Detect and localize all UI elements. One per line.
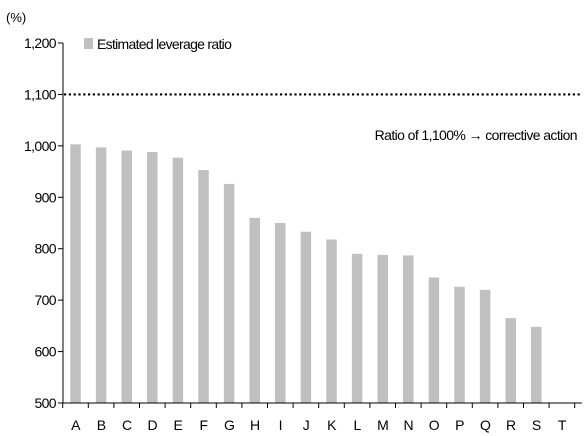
x-tick-label: S — [532, 417, 541, 433]
bar-O — [428, 277, 440, 403]
legend-label: Estimated leverage ratio — [97, 36, 232, 52]
bar-B — [95, 147, 107, 403]
bar-N — [403, 255, 414, 403]
x-tick-label: R — [506, 417, 516, 433]
x-tick-label: H — [250, 417, 260, 433]
bar-J — [300, 231, 312, 403]
y-axis-unit-label: (%) — [6, 10, 26, 25]
bar-H — [249, 217, 260, 403]
y-axis-ticks: 500 600 700 800 900 1,000 1,100 1,200 — [24, 35, 63, 411]
legend-swatch — [84, 38, 93, 49]
bar-A — [70, 144, 81, 404]
bar-D — [147, 152, 158, 403]
bar-F — [198, 170, 209, 403]
bars — [70, 144, 542, 404]
x-tick-label: O — [429, 417, 440, 433]
x-tick-label: K — [327, 417, 337, 433]
y-tick-label: 1,100 — [24, 86, 57, 102]
legend: Estimated leverage ratio — [84, 36, 233, 52]
x-tick-label: N — [404, 417, 414, 433]
x-tick-label: T — [558, 417, 567, 433]
bar-M — [377, 254, 388, 403]
bar-G — [223, 183, 235, 403]
x-tick-label: J — [303, 417, 309, 433]
y-tick-label: 1,000 — [24, 138, 57, 154]
x-tick-label: B — [97, 417, 106, 433]
x-tick-label: G — [224, 417, 234, 433]
y-tick-label: 500 — [34, 395, 56, 411]
y-tick-label: 600 — [34, 344, 56, 360]
x-tick-label: Q — [480, 417, 491, 433]
bar-Q — [479, 289, 491, 403]
y-tick-label: 800 — [34, 241, 56, 257]
bar-C — [121, 150, 132, 403]
x-tick-label: C — [122, 417, 132, 433]
bar-P — [454, 286, 465, 403]
bar-I — [275, 223, 286, 403]
x-tick-label: P — [455, 417, 464, 433]
bar-R — [505, 318, 516, 403]
bar-K — [326, 239, 337, 403]
bar-L — [351, 253, 363, 403]
x-tick-label: A — [71, 417, 81, 433]
reference-annotation: Ratio of 1,100% → corrective action — [375, 127, 577, 143]
x-tick-label: I — [279, 417, 282, 433]
y-tick-label: 1,200 — [24, 35, 57, 51]
x-tick-label: F — [200, 417, 208, 433]
y-tick-label: 700 — [34, 292, 56, 308]
x-tick-label: E — [174, 417, 183, 433]
x-tick-label: D — [148, 417, 158, 433]
bar-E — [172, 157, 184, 403]
bar-S — [531, 326, 542, 403]
y-tick-label: 900 — [34, 189, 56, 205]
x-tick-label: L — [354, 417, 362, 433]
x-tick-label: M — [377, 417, 388, 433]
